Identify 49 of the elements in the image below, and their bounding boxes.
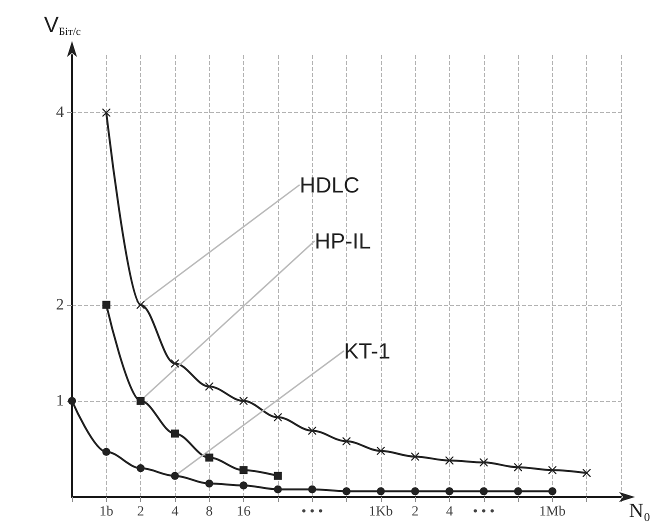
- x-tick-label: 4: [446, 504, 453, 520]
- point: [376, 487, 385, 496]
- x-tick-label: 1Kb: [368, 504, 393, 520]
- x-tick-label: 4: [171, 504, 178, 520]
- point: [342, 437, 350, 446]
- point: [582, 468, 591, 477]
- point: [136, 464, 145, 472]
- text: HDLC: [300, 172, 360, 198]
- point: [102, 448, 110, 456]
- y-tick-label: 1: [56, 392, 64, 410]
- point: [445, 487, 454, 496]
- x-tick-label: 2: [412, 504, 419, 520]
- point: [445, 456, 454, 464]
- y-axis-title: V$_{Біт/с}$: [44, 12, 81, 38]
- x-tick-label: 16: [236, 504, 251, 520]
- x-tick-label: 1Mb: [539, 504, 566, 520]
- x-tick-label: 1b: [99, 504, 114, 520]
- point: [411, 487, 420, 496]
- point: [102, 300, 110, 309]
- point: [342, 487, 350, 496]
- x-tick-label: 2: [137, 504, 144, 520]
- x-tick-label: 8: [206, 504, 213, 520]
- point: [411, 452, 420, 461]
- y-tick-label: 2: [56, 296, 64, 314]
- point: [240, 481, 248, 490]
- text: KT-1: [344, 338, 390, 364]
- point: [205, 454, 214, 462]
- point: [548, 466, 556, 474]
- point: [514, 487, 522, 496]
- point: [240, 396, 248, 405]
- point: [170, 359, 179, 368]
- point: [274, 485, 282, 494]
- point: [136, 396, 145, 405]
- point: [480, 487, 488, 496]
- point: [240, 466, 248, 474]
- point: [308, 485, 316, 494]
- text: HP-IL: [314, 228, 371, 254]
- x-tick-label: • • •: [301, 504, 324, 520]
- point: [170, 430, 179, 438]
- point: [274, 472, 282, 480]
- point: [170, 472, 179, 480]
- x-axis-title: N₀: [629, 500, 650, 522]
- y-tick-label: 4: [56, 104, 64, 122]
- point: [514, 463, 522, 472]
- x-tick-label: • • •: [472, 504, 495, 520]
- point: [548, 487, 556, 496]
- point: [68, 396, 76, 405]
- point: [205, 382, 214, 390]
- point: [205, 480, 214, 488]
